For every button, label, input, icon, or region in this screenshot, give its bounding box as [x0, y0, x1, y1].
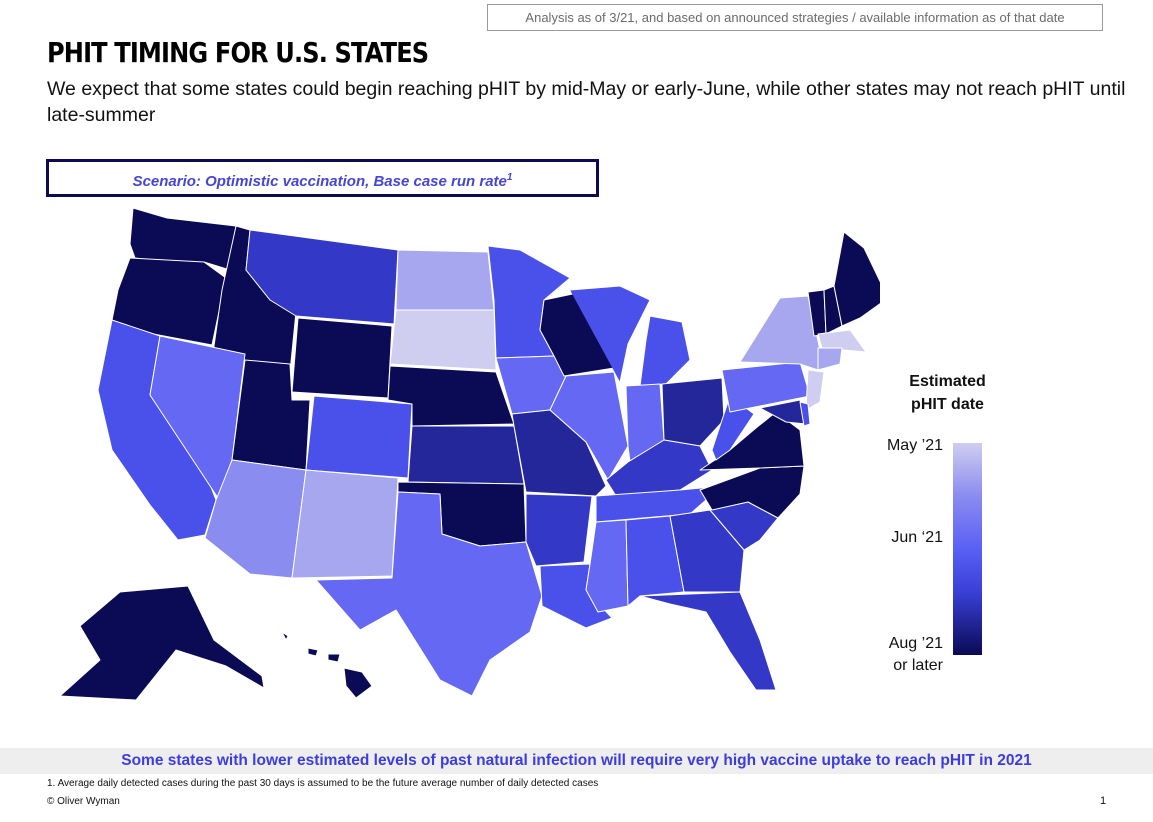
footnote: 1. Average daily detected cases during t… [47, 778, 599, 789]
legend-title-line2: pHIT date [911, 396, 984, 413]
state-nd [395, 249, 495, 311]
state-ct [817, 347, 843, 371]
legend-label-jun: Jun ‘21 [891, 529, 943, 546]
state-ms [585, 519, 629, 613]
state-hi [281, 631, 373, 699]
state-ks [407, 425, 525, 485]
state-me [833, 231, 880, 327]
state-fl [639, 591, 777, 691]
conclusion-banner: Some states with lower estimated levels … [0, 748, 1153, 774]
state-or [111, 257, 227, 346]
state-sd [389, 309, 497, 371]
page-number: 1 [1100, 795, 1107, 807]
state-wv [711, 395, 755, 461]
scenario-label: Scenario: Optimistic vaccination, Base c… [132, 173, 507, 190]
page-subtitle: We expect that some states could begin r… [47, 78, 1126, 126]
legend-title-line1: Estimated [909, 373, 986, 390]
legend-title: Estimated pHIT date [890, 370, 1005, 416]
legend-label-may: May ’21 [886, 437, 943, 454]
scenario-box: Scenario: Optimistic vaccination, Base c… [46, 159, 599, 197]
page-title: PHIT TIMING FOR U.S. STATES [47, 36, 429, 69]
legend-label-aug-line1: Aug ’21 [888, 635, 943, 652]
state-wy [291, 317, 393, 399]
legend-gradient [953, 443, 982, 655]
state-ak [59, 585, 265, 700]
state-ny [739, 295, 821, 371]
copyright: © Oliver Wyman [47, 796, 120, 807]
state-ar [525, 493, 593, 567]
legend-label-aug-line2: or later [893, 657, 943, 674]
state-al [625, 515, 685, 607]
state-co [305, 395, 413, 479]
state-ga [669, 509, 745, 593]
scenario-footnote-marker: 1 [506, 172, 513, 183]
state-ma [817, 329, 867, 353]
legend-label-aug: Aug ’21 or later [853, 633, 943, 677]
state-nj [805, 369, 825, 411]
analysis-note: Analysis as of 3/21, and based on announ… [487, 4, 1103, 31]
state-nm [291, 469, 399, 579]
state-de [799, 401, 811, 427]
state-tx [315, 491, 543, 697]
us-map [59, 207, 880, 700]
state-oh [661, 377, 725, 447]
